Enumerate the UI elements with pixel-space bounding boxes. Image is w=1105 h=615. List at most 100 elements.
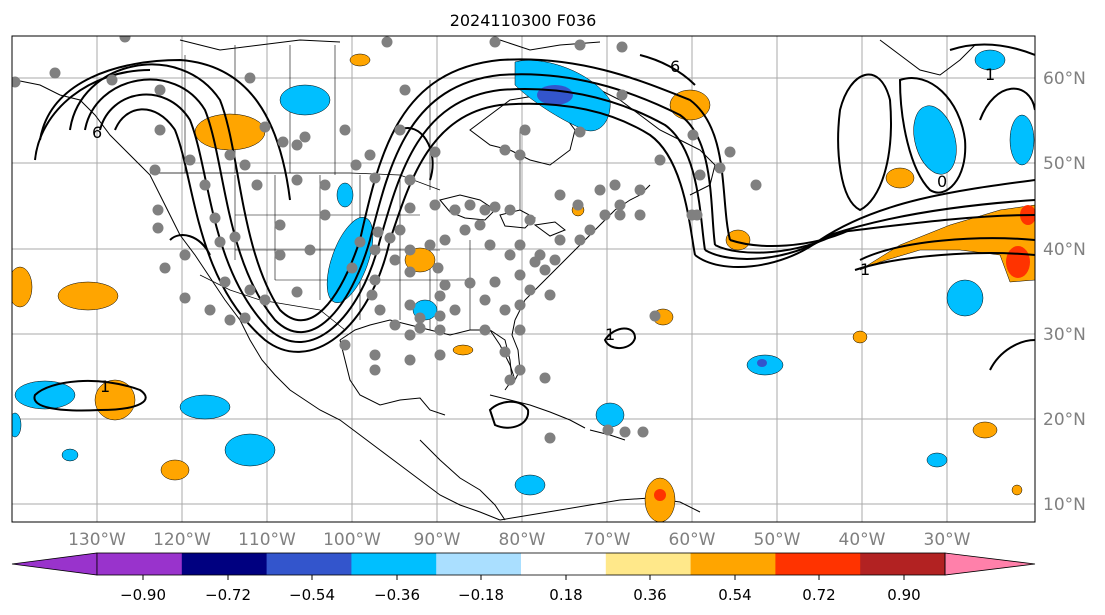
station-dot [634, 184, 646, 196]
colorbar-segment [521, 553, 607, 575]
station-dot [404, 244, 416, 256]
station-dot [524, 284, 536, 296]
station-dot [489, 201, 501, 213]
station-dot [614, 209, 626, 221]
station-dot [389, 254, 401, 266]
station-dot [204, 304, 216, 316]
negative-anomaly-areas [12, 49, 1035, 496]
longitude-label: 90°W [414, 530, 461, 550]
longitude-label: 40°W [839, 530, 886, 550]
station-dot [404, 202, 416, 214]
station-dot [449, 204, 461, 216]
longitude-label: 80°W [499, 530, 546, 550]
station-dot [49, 67, 61, 79]
station-dot [119, 36, 131, 43]
station-dot [291, 174, 303, 186]
station-dot [574, 39, 586, 51]
station-dot [464, 199, 476, 211]
station-dot [414, 312, 426, 324]
station-dot [572, 199, 584, 211]
station-dot [474, 219, 486, 231]
station-dot [149, 164, 161, 176]
station-dot [609, 179, 621, 191]
station-dot [12, 76, 21, 88]
colorbar-segment [860, 553, 946, 575]
colorbar-low-extend [11, 552, 98, 576]
station-dot [219, 276, 231, 288]
station-dot [259, 294, 271, 306]
station-dot [574, 234, 586, 246]
station-dot [614, 199, 626, 211]
station-dot [199, 179, 211, 191]
contour-label: 0 [937, 172, 947, 191]
colorbar-segment [181, 553, 268, 575]
station-dot [152, 222, 164, 234]
colorbar-segment [436, 553, 522, 575]
station-dot [514, 239, 526, 251]
station-dot [539, 264, 551, 276]
station-dot [654, 154, 666, 166]
station-dot [434, 290, 446, 302]
station-dot [519, 124, 531, 136]
station-dot [534, 249, 546, 261]
station-dot [544, 289, 556, 301]
station-dot [404, 329, 416, 341]
colorbar-tick-label: −0.54 [289, 586, 335, 604]
station-dot [504, 249, 516, 261]
station-dot [319, 179, 331, 191]
station-dot [554, 189, 566, 201]
station-dot [369, 349, 381, 361]
station-dot [574, 126, 586, 138]
colorbar-tick-label: −0.90 [120, 586, 166, 604]
station-dot [404, 266, 416, 278]
colorbar-segment [97, 553, 183, 575]
station-dot [339, 339, 351, 351]
station-dot [439, 234, 451, 246]
station-dot [404, 299, 416, 311]
station-dot [372, 226, 384, 238]
station-dot [694, 169, 706, 181]
station-dot [369, 274, 381, 286]
colorbar-segment [605, 553, 692, 575]
station-dot [499, 304, 511, 316]
station-dot [154, 84, 166, 96]
station-dot [602, 424, 614, 436]
colorbar-tick-label: 0.72 [802, 586, 835, 604]
station-dot [374, 304, 386, 316]
station-dot [239, 312, 251, 324]
station-dot [244, 72, 256, 84]
station-dot [424, 239, 436, 251]
colorbar-tick-label: −0.18 [458, 586, 504, 604]
latitude-label: 60°N [1043, 69, 1086, 89]
station-dot [224, 314, 236, 326]
station-dot [369, 172, 381, 184]
station-dot [524, 214, 536, 226]
longitude-label: 60°W [669, 530, 716, 550]
station-dot [159, 262, 171, 274]
latitude-label: 20°N [1043, 410, 1086, 430]
colorbar-high-extend [944, 552, 1036, 576]
station-dot [389, 319, 401, 331]
contour-label-group: 6 6 1 1 1 1 0 [92, 57, 995, 396]
latitude-label: 40°N [1043, 240, 1086, 260]
contour-label: 6 [92, 123, 102, 142]
station-dot [616, 41, 628, 53]
station-dot [354, 236, 366, 248]
station-dot [549, 254, 561, 266]
station-dot [369, 364, 381, 376]
station-dot [434, 349, 446, 361]
station-dot [637, 426, 649, 438]
station-dot [152, 204, 164, 216]
station-dot [479, 204, 491, 216]
longitude-labels: 130°W 120°W 110°W 100°W 90°W 80°W 70°W 60°W 50°W… [68, 530, 971, 550]
station-dot [584, 224, 596, 236]
station-dot [514, 299, 526, 311]
station-dot [539, 372, 551, 384]
station-dot [687, 129, 699, 141]
station-dot [594, 184, 606, 196]
station-dot [394, 224, 406, 236]
station-dot [106, 74, 118, 86]
station-dot [346, 262, 358, 274]
latitude-label: 50°N [1043, 154, 1086, 174]
station-dot [544, 432, 556, 444]
